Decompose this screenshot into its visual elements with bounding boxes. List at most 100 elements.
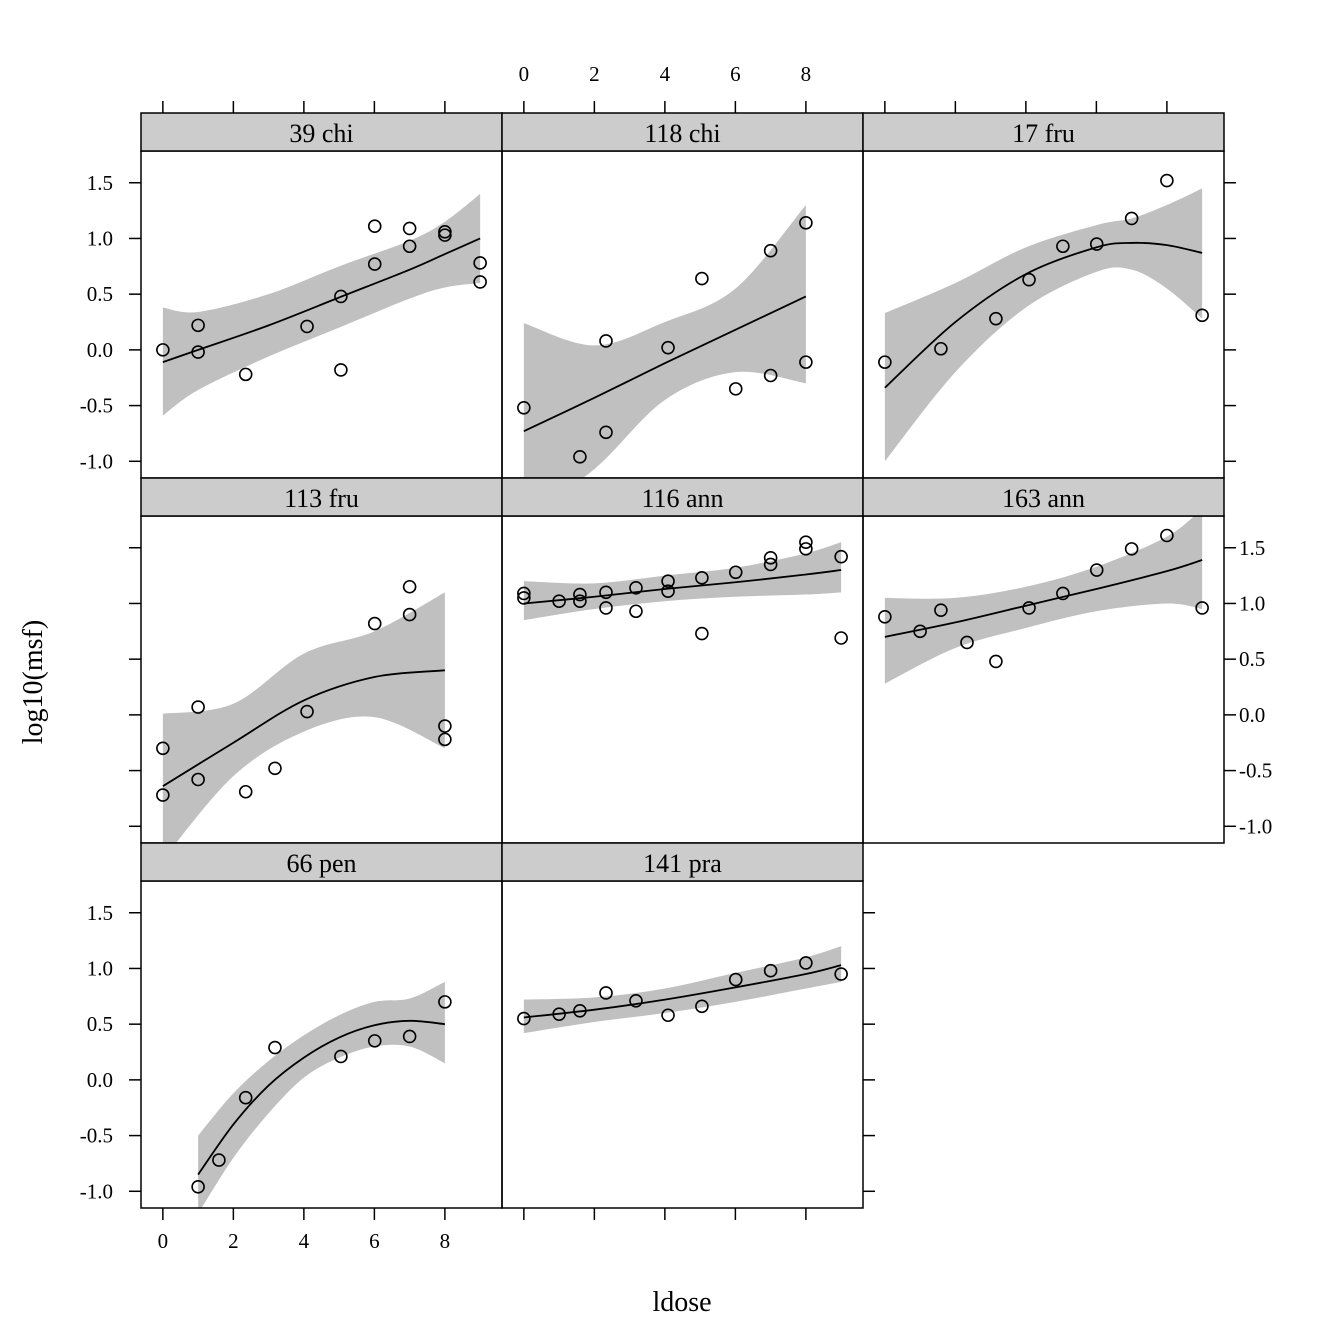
data-point [438, 995, 452, 1009]
strip-label: 141 pra [643, 849, 722, 878]
confidence-band [198, 981, 445, 1208]
panel-content [517, 535, 848, 645]
panel-113-fru: 113 fru [140, 477, 503, 844]
data-point [156, 788, 170, 802]
data-point [599, 986, 613, 1000]
panel-163-ann: 163 ann [862, 477, 1225, 844]
strip [862, 112, 1225, 152]
x-tick-label-bottom: 0 [158, 1229, 169, 1253]
strip-label: 17 fru [1012, 119, 1075, 148]
data-point [661, 340, 675, 355]
data-point [629, 604, 643, 619]
data-point [367, 1034, 382, 1048]
fit-line [884, 241, 1203, 389]
y-tick-label-left: 0.0 [87, 1068, 113, 1092]
data-point [438, 224, 452, 239]
data-point [191, 345, 205, 359]
data-point [402, 239, 417, 254]
data-point [763, 963, 778, 978]
confidence-band [162, 592, 445, 843]
confidence-band [523, 946, 842, 1034]
y-tick-label-right: 1.5 [1239, 536, 1265, 560]
y-axis-title: log10(msf) [18, 620, 49, 744]
data-point [728, 972, 743, 987]
data-point [799, 535, 813, 549]
data-point [1089, 237, 1104, 251]
panels: 39 chi 118 chi 17 fru 113 fru 116 ann 163 ann… [140, 112, 1225, 1209]
data-point [517, 591, 531, 605]
data-point [763, 550, 778, 565]
data-point [573, 450, 587, 464]
x-tick-label-top: 8 [801, 62, 812, 86]
data-point [334, 1049, 348, 1064]
data-point [629, 993, 643, 1008]
data-point [552, 1007, 566, 1021]
y-tick-label-right: -0.5 [1239, 759, 1272, 783]
x-tick-label-bottom: 2 [228, 1229, 239, 1253]
data-point [1056, 239, 1070, 254]
panel-118-chi: 118 chi [501, 112, 864, 479]
data-point [629, 581, 643, 595]
data-point [367, 616, 382, 631]
data-point [834, 549, 848, 564]
x-tick-label-top: 6 [730, 62, 741, 86]
panel-border [501, 880, 864, 1209]
data-point [191, 318, 205, 333]
fit-line [884, 559, 1203, 638]
data-point [695, 271, 709, 286]
strip-label: 39 chi [289, 119, 353, 148]
data-point [517, 1011, 531, 1026]
data-point [156, 343, 170, 357]
data-point [1022, 272, 1036, 287]
strip-label: 118 chi [644, 119, 720, 148]
data-point [763, 368, 778, 383]
x-tick-label-bottom: 8 [440, 1229, 451, 1253]
data-point [300, 319, 314, 334]
x-axis-title: ldose [652, 1287, 711, 1318]
data-point [695, 571, 709, 585]
strip-label: 66 pen [286, 849, 356, 878]
data-point [191, 700, 205, 714]
y-tick-label-right: -1.0 [1239, 814, 1272, 838]
strip [862, 477, 1225, 517]
panel-39-chi: 39 chi [140, 112, 503, 479]
data-point [191, 1180, 205, 1194]
data-point [156, 741, 170, 756]
data-point [212, 1153, 226, 1167]
fit-line [523, 295, 807, 433]
strip [140, 842, 503, 882]
data-point [1160, 173, 1174, 188]
data-point [695, 626, 709, 641]
data-point [438, 228, 452, 242]
data-point [728, 382, 743, 396]
panel-116-ann: 116 ann [501, 477, 864, 844]
fit-line [523, 569, 842, 605]
fit-line [162, 669, 445, 787]
confidence-band [884, 188, 1203, 462]
data-point [878, 610, 892, 624]
strip-label: 163 ann [1002, 484, 1085, 513]
data-point [367, 257, 382, 271]
y-tick-label-right: 1.0 [1239, 591, 1265, 615]
y-tick-label-left: 1.5 [87, 171, 113, 195]
data-point [473, 256, 487, 270]
data-point [573, 587, 587, 602]
data-point [599, 425, 613, 440]
panel-content [878, 173, 1209, 462]
panel-66-pen: 66 pen [140, 842, 503, 1209]
data-point [661, 574, 675, 588]
y-tick-label-left: -0.5 [80, 394, 113, 418]
y-tick-label-left: 1.5 [87, 901, 113, 925]
data-point [334, 289, 348, 304]
confidence-band [884, 516, 1203, 684]
data-point [934, 341, 948, 356]
data-point [763, 243, 778, 258]
data-point [799, 216, 813, 230]
data-point [661, 584, 675, 599]
y-tick-label-left: -1.0 [80, 1179, 113, 1203]
data-point [1124, 211, 1139, 226]
y-tick-label-left: -0.5 [80, 1124, 113, 1148]
data-point [878, 355, 892, 369]
strip [501, 842, 864, 882]
fit-line [197, 1019, 445, 1176]
